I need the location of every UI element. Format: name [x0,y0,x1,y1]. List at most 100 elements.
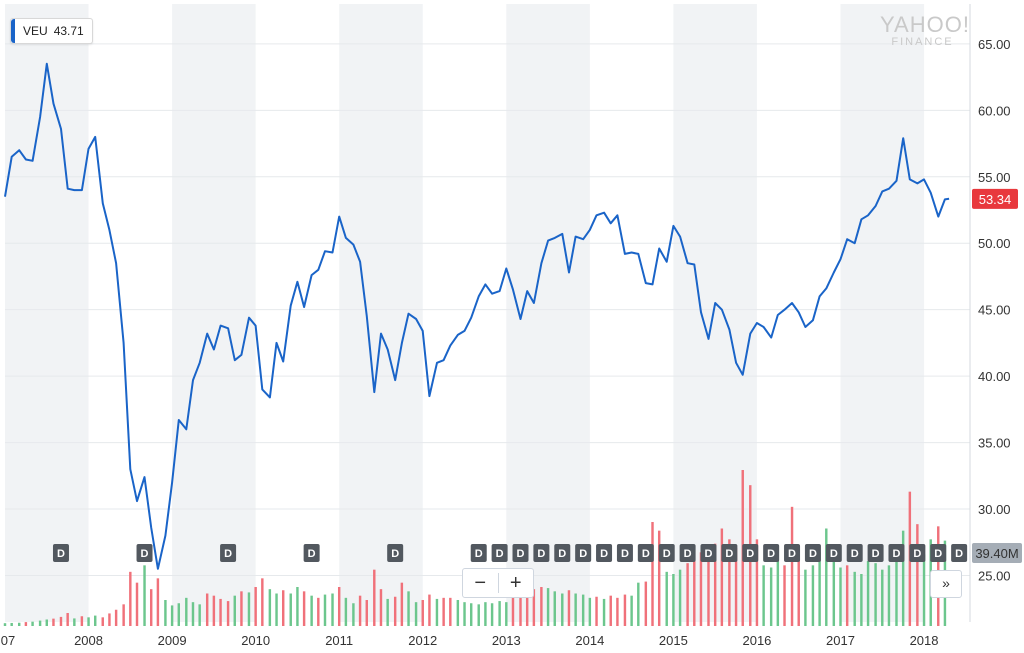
gridlines [5,43,970,576]
volume-bar [17,622,21,626]
volume-bar [233,595,236,626]
price-series [4,62,950,570]
axis-badges: 53.34 39.40M [972,188,1022,563]
volume-bar [449,597,452,626]
volume-bar [45,619,48,626]
dividend-marker-label: D [767,548,775,560]
volume-bar [734,548,738,626]
volume-bar [365,600,368,626]
dividend-marker-label: D [224,548,232,560]
volume-bar [505,602,508,626]
volume-bar [818,552,821,626]
volume-bar [881,569,884,626]
volume-bar [10,622,13,626]
zoom-in-button[interactable]: + [509,572,522,594]
volume-bar [275,593,278,626]
volume-bar [839,567,842,626]
volume-bar [845,565,849,626]
volume-bar [853,571,856,626]
volume-bar [421,600,424,626]
series-legend[interactable]: VEU 43.71 [10,18,93,44]
dividend-marker [52,544,69,562]
volume-bar [393,596,397,626]
volume-bar [456,600,460,626]
x-tick-label: 2009 [158,633,187,648]
dividend-marker [825,544,842,562]
dividend-marker-label: D [517,548,525,560]
volume-bar [52,618,55,626]
volume-bar [386,598,389,626]
dividend-marker [909,544,926,562]
dividend-marker [136,544,153,562]
last-price-badge [972,188,1018,209]
volume-bar [678,569,682,626]
y-tick-label: 25.00 [978,568,1011,583]
volume-bar [895,561,898,626]
volume-bar [143,565,146,626]
volume-bar [686,563,689,626]
dividend-marker-label: D [308,548,316,560]
volume-bar [595,596,598,626]
y-tick-label: 50.00 [978,236,1011,251]
logo-line2: FINANCE [891,36,954,48]
dividend-marker-label: D [809,548,817,560]
volume-bar [707,548,710,626]
volume-bar [511,597,515,626]
volume-bar [755,539,759,626]
volume-bar [114,609,118,626]
volume-bar [699,552,703,626]
volume-bar [129,571,132,626]
volume-value: 39.40M [975,546,1018,561]
volume-bar [519,593,522,626]
dividend-marker-label: D [934,548,942,560]
volume-bar [282,590,285,626]
x-tick-label: 07 [1,633,15,648]
volume-bar [3,623,7,626]
y-tick-label: 60.00 [978,103,1011,118]
volume-bar [247,592,251,626]
volume-bar [790,506,794,626]
y-tick-label: 65.00 [978,37,1011,52]
volume-bar [337,587,341,626]
volume-bar [101,617,104,626]
dividend-marker [637,544,654,562]
y-tick-label: 40.00 [978,369,1011,384]
volume-bar [442,597,445,626]
dividend-marker [533,544,550,562]
volume-bar [783,565,786,626]
dividend-marker-label: D [621,548,629,560]
dividend-marker [867,544,884,562]
volume-bar [657,530,661,626]
volume-bar [254,587,257,626]
volume-bar [198,604,201,626]
volume-bar [825,528,828,626]
dividend-marker [951,544,968,562]
volume-bar [623,594,627,626]
volume-bar [414,602,418,626]
volume-bar [651,522,654,626]
y-axis: 25.00 30.00 35.00 40.00 45.00 50.00 55.00 60.00… [969,4,1011,622]
volume-bar [776,561,780,626]
x-tick-label: 2017 [826,633,855,648]
dividend-marker [846,544,863,562]
x-axis: 07 2008 2009 2010 2011 2012 2013 2014 2015 2016 20… [1,633,939,648]
volume-bar [24,622,28,626]
scroll-forward-button[interactable]: » [930,570,962,598]
volume-bar [561,593,564,626]
dividend-marker-label: D [391,548,399,560]
volume-bar [581,594,585,626]
volume-bar [720,528,724,626]
y-tick-label: 55.00 [978,170,1011,185]
dividend-marker-label: D [892,548,900,560]
volume-bar [344,597,348,626]
volume-bar [94,615,97,626]
volume-bar [331,593,334,626]
year-bands [5,4,925,622]
volume-bar [185,597,188,626]
last-price-value: 53.34 [979,192,1012,207]
volume-bar [31,621,34,626]
dividend-marker-label: D [579,548,587,560]
zoom-out-button[interactable]: − [474,572,487,594]
dividend-marker [784,544,801,562]
